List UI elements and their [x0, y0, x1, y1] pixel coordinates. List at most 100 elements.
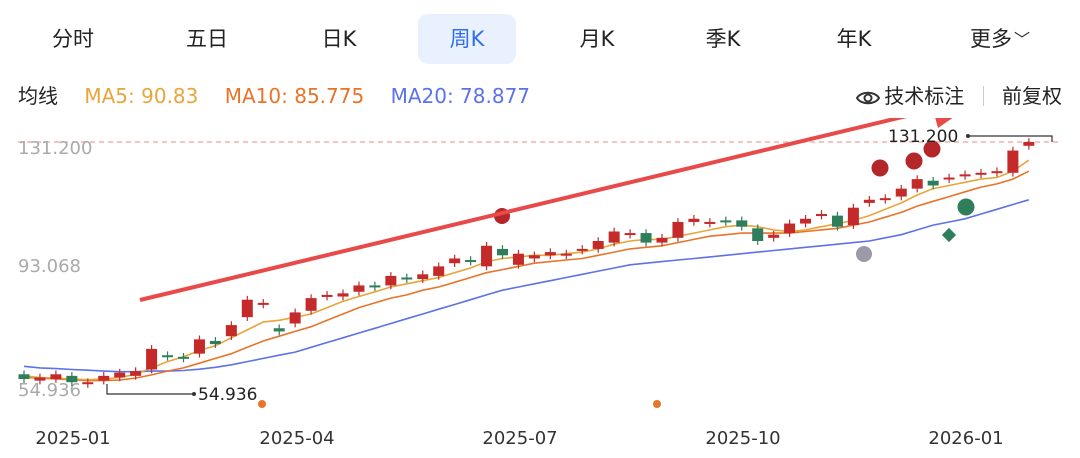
candle [831, 211, 843, 231]
tab-yearly-k[interactable]: 年K [836, 27, 872, 51]
candle-body [624, 233, 636, 236]
candle-body [130, 371, 142, 376]
tab-five-day[interactable]: 五日 [186, 27, 228, 51]
candle-body [608, 231, 620, 243]
low-price-label: 54.936 [198, 385, 257, 405]
candle [800, 214, 812, 228]
candle [927, 176, 939, 190]
candle-body [465, 260, 477, 263]
candle [18, 370, 30, 383]
candle-body [704, 221, 716, 224]
candle [257, 299, 269, 309]
candle-body [273, 328, 285, 332]
candle [752, 224, 764, 245]
tab-monthly-k[interactable]: 月K [579, 27, 615, 51]
signal-dot [871, 159, 889, 177]
candle-body [257, 302, 269, 305]
candle [1007, 146, 1019, 177]
high-leader-dot [966, 134, 970, 138]
candle-body [82, 382, 94, 385]
candle [656, 234, 668, 247]
candle-body [305, 298, 317, 311]
signal-diamond [941, 227, 957, 243]
candle-body [193, 339, 205, 354]
candle-body [433, 266, 445, 276]
candle-body [576, 248, 588, 251]
candle-body [879, 198, 891, 201]
candle [465, 256, 477, 266]
candle [401, 273, 413, 283]
candle-body [831, 215, 843, 227]
trend-arrow-head [935, 118, 953, 128]
signal-dot [856, 246, 872, 262]
candle-body [816, 214, 827, 217]
kline-chart[interactable]: 131.200 93.068 54.936 54.936 131.200 202… [0, 118, 1080, 458]
y-tick-high: 131.200 [18, 138, 92, 159]
candle-body [991, 171, 1003, 174]
trend-arrow-shaft [139, 118, 907, 302]
x-tick: 2025-04 [259, 428, 334, 449]
candle [784, 219, 796, 237]
y-axis-ticks: 131.200 93.068 54.936 [18, 138, 92, 401]
candle-body [50, 374, 62, 380]
candle-body [752, 228, 764, 242]
candle-body [1023, 142, 1035, 146]
candle-body [1007, 150, 1019, 173]
candle [816, 210, 827, 220]
candle [337, 289, 349, 301]
event-dot [258, 400, 266, 408]
candle-body [162, 355, 174, 358]
tab-fenshi[interactable]: 分时 [52, 27, 94, 51]
high-leader-line [968, 135, 1053, 142]
ma20-line [23, 199, 1030, 373]
candle-body [640, 233, 652, 243]
trend-arrow [139, 118, 953, 302]
annotate-toggle[interactable]: 技术标注 [856, 84, 970, 108]
candle [576, 245, 588, 255]
candle [50, 370, 62, 383]
signal-dot [923, 140, 941, 158]
candle-body [927, 180, 939, 186]
candle [209, 337, 221, 348]
tab-more[interactable]: 更多 ﹀ [950, 14, 1050, 64]
candle [98, 372, 110, 385]
candle [1023, 138, 1035, 150]
candle [241, 295, 253, 321]
tab-weekly-k[interactable]: 周K [418, 14, 516, 64]
adjust-selector[interactable]: 前复权 [1002, 84, 1062, 108]
candle-body [544, 252, 556, 256]
x-axis-ticks: 2025-01 2025-04 2025-07 2025-10 2026-01 [35, 428, 1003, 449]
extreme-labels: 54.936 131.200 [106, 127, 1053, 405]
candle-body [98, 375, 110, 381]
candle-body [209, 340, 221, 345]
candle-body [417, 274, 429, 280]
candle-body [592, 241, 604, 249]
candle-body [241, 299, 253, 318]
candle-body [784, 223, 796, 234]
ma10-line [23, 170, 1030, 382]
candle-body [959, 174, 971, 177]
candle-body [321, 294, 333, 297]
candle [82, 378, 94, 388]
candle-body [560, 253, 572, 256]
candle-body [800, 218, 812, 224]
candle-body [449, 258, 461, 264]
chevron-down-icon: ﹀ [1013, 30, 1030, 49]
candle [66, 372, 78, 387]
tab-quarterly-k[interactable]: 季K [705, 27, 741, 51]
eye-icon [856, 91, 881, 105]
tab-daily-k[interactable]: 日K [321, 27, 357, 51]
candles [18, 138, 1035, 388]
candle-body [943, 177, 955, 180]
candle-body [736, 220, 748, 227]
x-tick: 2025-01 [35, 428, 110, 449]
candle [162, 351, 174, 361]
candle [592, 237, 604, 253]
candle [911, 175, 923, 193]
candle [672, 218, 684, 242]
candle [736, 216, 748, 231]
x-tick: 2026-01 [928, 428, 1003, 449]
candle-body [672, 221, 684, 238]
low-leader-dot [192, 392, 196, 396]
y-tick-mid: 93.068 [18, 256, 81, 277]
